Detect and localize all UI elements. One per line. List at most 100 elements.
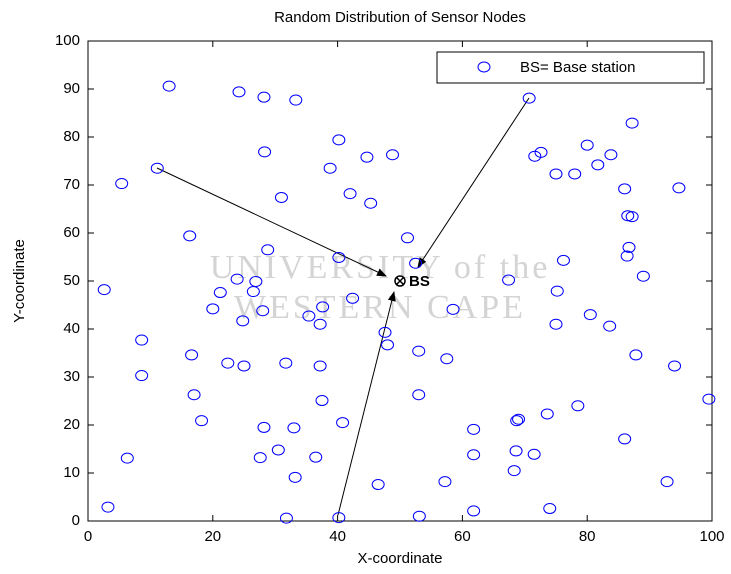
sensor-node [120, 452, 134, 464]
sensor-node [315, 395, 329, 407]
sensor-node [550, 285, 564, 297]
sensor-node [97, 284, 111, 296]
y-tick-label: 60 [63, 224, 80, 241]
sensor-node [332, 512, 346, 524]
sensor-node [446, 303, 460, 315]
arrow [417, 97, 530, 268]
sensor-node [386, 149, 400, 161]
sensor-node [288, 471, 302, 483]
sensor-node [622, 241, 636, 253]
sensor-node [467, 423, 481, 435]
sensor-node [509, 445, 523, 457]
sensor-node [257, 421, 271, 433]
sensor-node [625, 211, 639, 223]
sensor-node [332, 134, 346, 146]
sensor-node [302, 310, 316, 322]
watermark: UNIVERSITY of the [210, 249, 551, 286]
sensor-node [257, 91, 271, 103]
y-tick-label: 0 [72, 512, 80, 529]
sensor-node [412, 389, 426, 401]
sensor-node [316, 301, 330, 313]
x-tick-label: 0 [84, 528, 92, 545]
sensor-node [625, 117, 639, 129]
sensor-node [364, 197, 378, 209]
sensor-node [534, 146, 548, 158]
sensor-node [256, 305, 270, 317]
x-tick-label: 60 [454, 528, 471, 545]
sensor-node [360, 151, 374, 163]
y-tick-label: 50 [63, 272, 80, 289]
sensor-node [236, 315, 250, 327]
sensor-node [289, 94, 303, 106]
sensor-node [543, 503, 557, 515]
sensor-node [440, 353, 454, 365]
sensor-node [629, 349, 643, 361]
sensor-node [274, 191, 288, 203]
sensor-node [232, 86, 246, 98]
sensor-node [309, 451, 323, 463]
arrow [337, 291, 396, 516]
sensor-node [287, 422, 301, 434]
sensor-node [660, 476, 674, 488]
sensor-node [502, 274, 516, 286]
base-station-cross [395, 276, 405, 286]
x-tick-label: 20 [204, 528, 221, 545]
y-axis-label: Y-coordinate [11, 239, 28, 323]
sensor-node [183, 230, 197, 242]
chart-title: Random Distribution of Sensor Nodes [274, 9, 526, 26]
sensor-node [206, 303, 220, 315]
sensor-node [591, 159, 605, 171]
sensor-node [510, 415, 524, 427]
sensor-node [512, 413, 526, 425]
sensor-node [346, 292, 360, 304]
sensor-node [618, 183, 632, 195]
sensor-node [409, 257, 423, 269]
sensor-node [522, 92, 536, 104]
sensor-node [135, 334, 149, 346]
sensor-node [549, 168, 563, 180]
sensor-node [467, 449, 481, 461]
legend-marker [477, 61, 491, 73]
sensor-node [507, 465, 521, 477]
sensor-node [332, 251, 346, 263]
sensor-node [556, 254, 570, 266]
sensor-node [583, 309, 597, 321]
base-station-label: BS [409, 273, 430, 290]
sensor-node [101, 501, 115, 513]
sensor-node [271, 444, 285, 456]
sensor-node [115, 178, 129, 190]
sensor-node [185, 349, 199, 361]
sensor-node [150, 162, 164, 174]
y-tick-label: 30 [63, 368, 80, 385]
y-tick-label: 90 [63, 80, 80, 97]
sensor-node [618, 433, 632, 445]
y-tick-label: 80 [63, 128, 80, 145]
sensor-node [438, 476, 452, 488]
sensor-node [702, 393, 716, 405]
sensor-node [258, 146, 272, 158]
arrow [156, 167, 387, 277]
sensor-node [604, 149, 618, 161]
legend [436, 51, 705, 84]
legend-label: BS= Base station [520, 59, 636, 76]
sensor-node [323, 162, 337, 174]
sensor-node [336, 417, 350, 429]
sensor-node [668, 360, 682, 372]
sensor-node [313, 318, 327, 330]
sensor-node [279, 512, 293, 524]
sensor-node [381, 339, 395, 351]
sensor-node [412, 510, 426, 522]
sensor-node [603, 320, 617, 332]
sensor-node [261, 244, 275, 256]
sensor-node [253, 452, 267, 464]
sensor-node [343, 188, 357, 200]
x-tick-label: 40 [329, 528, 346, 545]
sensor-node [187, 389, 201, 401]
sensor-node [400, 232, 414, 244]
y-tick-label: 70 [63, 176, 80, 193]
sensor-node [162, 80, 176, 92]
y-tick-label: 10 [63, 464, 80, 481]
y-tick-label: 20 [63, 416, 80, 433]
